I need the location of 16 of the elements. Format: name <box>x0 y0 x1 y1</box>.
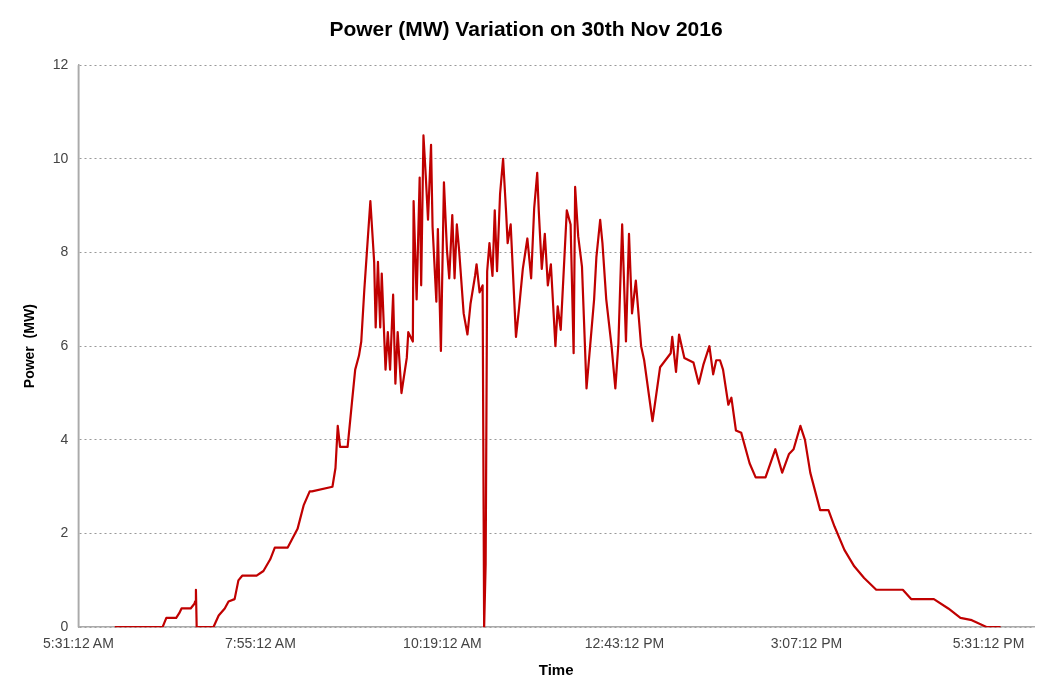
x-tick-label: 12:43:12 PM <box>584 635 665 652</box>
y-tick-label: 2 <box>60 524 69 541</box>
x-tick-label: 10:19:12 AM <box>403 635 482 652</box>
y-tick-label: 4 <box>60 430 69 447</box>
y-axis-title: Power (MW) <box>21 304 38 389</box>
y-tick-label: 12 <box>52 56 69 73</box>
chart-title: Power (MW) Variation on 30th Nov 2016 <box>329 17 723 41</box>
x-tick-label: 5:31:12 AM <box>42 635 114 652</box>
y-tick-label: 10 <box>52 149 69 166</box>
y-tick-label: 6 <box>60 337 69 354</box>
y-tick-label: 0 <box>60 618 69 635</box>
y-tick-label: 8 <box>60 243 69 260</box>
x-tick-label: 3:07:12 PM <box>770 635 843 652</box>
x-tick-label: 5:31:12 PM <box>952 635 1025 652</box>
x-axis-title: Time <box>538 661 574 679</box>
x-tick-label: 7:55:12 AM <box>224 635 296 652</box>
